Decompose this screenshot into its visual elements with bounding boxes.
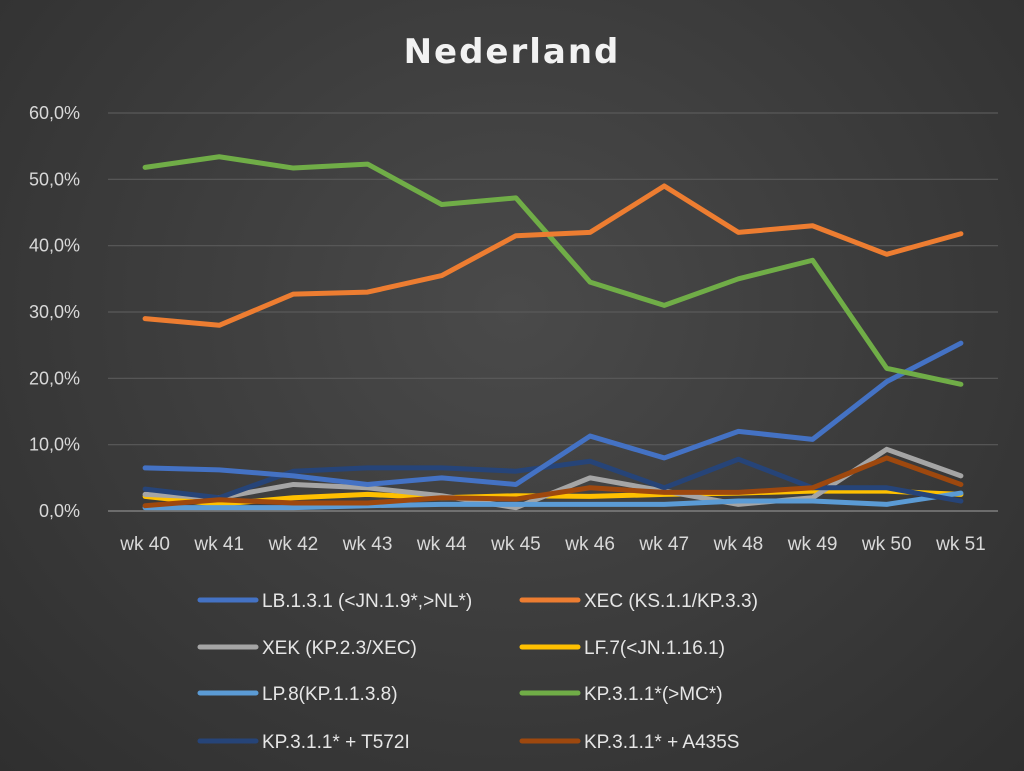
legend-label: KP.3.1.1* + T572I <box>262 732 410 753</box>
x-tick-label: wk 45 <box>490 534 541 555</box>
legend-label: KP.3.1.1* + A435S <box>584 732 739 753</box>
y-tick-label: 60,0% <box>29 103 80 123</box>
x-tick-label: wk 50 <box>861 534 912 555</box>
y-tick-label: 10,0% <box>29 435 80 455</box>
series-line <box>142 340 964 487</box>
x-tick-label: wk 43 <box>342 534 393 555</box>
x-axis-ticks: wk 40 wk 41 wk 42 wk 43 wk 44 wk 45 wk 46 wk 47… <box>119 534 985 555</box>
chart-title: Nederland <box>404 32 621 72</box>
x-tick-label: wk 49 <box>787 534 838 555</box>
x-tick-label: wk 46 <box>564 534 615 555</box>
y-tick-label: 0,0% <box>39 501 80 521</box>
legend-label: XEC (KS.1.1/KP.3.3) <box>584 591 758 612</box>
y-tick-label: 40,0% <box>29 236 80 256</box>
x-tick-label: wk 40 <box>119 534 170 555</box>
y-tick-label: 20,0% <box>29 368 80 388</box>
x-tick-label: wk 42 <box>268 534 319 555</box>
legend-label: KP.3.1.1*(>MC*) <box>584 684 723 705</box>
x-tick-label: wk 51 <box>935 534 986 555</box>
legend-label: XEK (KP.2.3/XEC) <box>262 638 417 659</box>
series-lines <box>142 154 964 511</box>
series-line <box>142 154 964 387</box>
x-tick-label: wk 47 <box>638 534 689 555</box>
y-axis-ticks: 0,0% 10,0% 20,0% 30,0% 40,0% 50,0% 60,0% <box>29 103 80 521</box>
series-line <box>142 490 964 511</box>
series-line <box>142 455 964 509</box>
gridlines <box>108 112 998 512</box>
y-tick-label: 30,0% <box>29 302 80 322</box>
legend: LB.1.3.1 (<JN.1.9*,>NL*) XEC (KS.1.1/KP.3… <box>197 591 758 753</box>
x-tick-label: wk 44 <box>416 534 467 555</box>
legend-label: LP.8(KP.1.1.3.8) <box>262 684 398 705</box>
x-tick-label: wk 41 <box>193 534 244 555</box>
legend-label: LF.7(<JN.1.16.1) <box>584 638 725 659</box>
series-line <box>142 183 964 328</box>
legend-label: LB.1.3.1 (<JN.1.9*,>NL*) <box>262 591 472 612</box>
y-tick-label: 50,0% <box>29 169 80 189</box>
x-tick-label: wk 48 <box>713 534 764 555</box>
